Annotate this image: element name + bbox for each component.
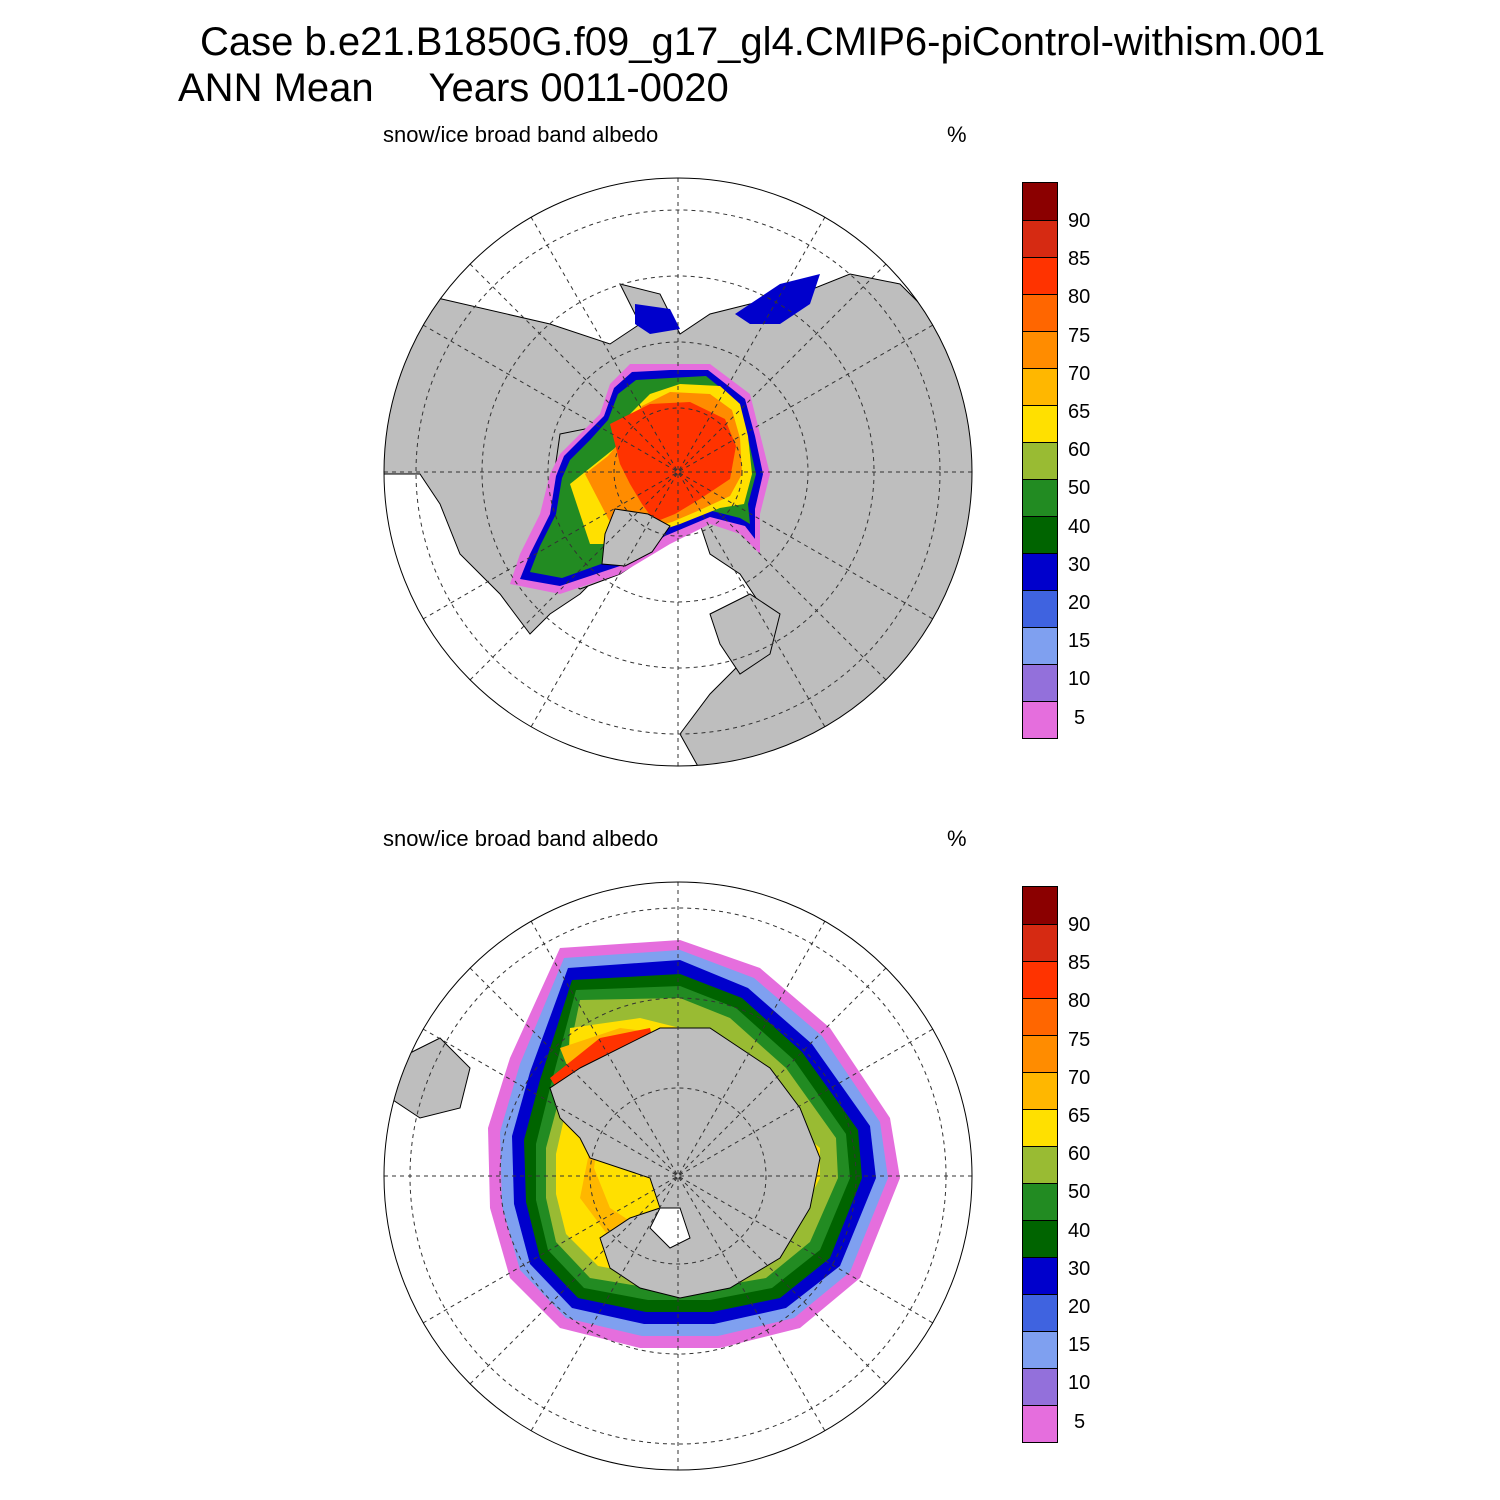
- colorbar-tick-label: 50: [1068, 1181, 1091, 1204]
- colorbar-tick-label: 20: [1068, 592, 1091, 614]
- colorbar-tick-label: 80: [1068, 286, 1091, 309]
- colorbar-tick-label: 60: [1068, 1143, 1091, 1166]
- south-units-label: %: [947, 826, 967, 851]
- south-variable-label: snow/ice broad band albedo: [383, 826, 659, 851]
- colorbar-swatch: [1023, 1368, 1057, 1405]
- colorbar-tick-label: 30: [1068, 1257, 1091, 1280]
- north-ice-band-80: [610, 402, 736, 522]
- colorbar-tick-label: 5: [1074, 706, 1086, 729]
- south-colorbar: [1022, 886, 1058, 1443]
- north-ice-bering: [635, 304, 680, 334]
- colorbar-swatch: [1023, 1220, 1057, 1257]
- colorbar-swatch: [1023, 961, 1057, 998]
- colorbar-swatch: [1023, 701, 1057, 738]
- colorbar-swatch: [1023, 664, 1057, 701]
- colorbar-swatch: [1023, 220, 1057, 257]
- colorbar-tick-label: 10: [1068, 1372, 1091, 1395]
- colorbar-swatch: [1023, 1183, 1057, 1220]
- north-variable-label: snow/ice broad band albedo: [383, 122, 659, 147]
- colorbar-tick-label: 90: [1068, 210, 1091, 232]
- colorbar-tick-label: 40: [1068, 515, 1091, 538]
- colorbar-swatch: [1023, 1035, 1057, 1072]
- colorbar-tick-label: 75: [1068, 1028, 1091, 1051]
- colorbar-swatch: [1023, 479, 1057, 516]
- colorbar-tick-label: 50: [1068, 477, 1091, 500]
- colorbar-swatch: [1023, 553, 1057, 590]
- colorbar-swatch: [1023, 405, 1057, 442]
- colorbar-tick-label: 75: [1068, 324, 1091, 347]
- colorbar-swatch: [1023, 1405, 1057, 1442]
- north-land-scandinavia: [709, 593, 781, 675]
- colorbar-tick-label: 90: [1068, 914, 1091, 936]
- colorbar-tick-label: 70: [1068, 362, 1091, 385]
- north-polar-map: [383, 177, 973, 767]
- colorbar-tick-label: 20: [1068, 1296, 1091, 1318]
- colorbar-swatch: [1023, 257, 1057, 294]
- colorbar-tick-label: 15: [1068, 1334, 1091, 1357]
- colorbar-swatch: [1023, 590, 1057, 627]
- colorbar-swatch: [1023, 368, 1057, 405]
- north-graticule: [384, 178, 972, 766]
- south-polar-map: [383, 881, 973, 1471]
- colorbar-tick-label: 5: [1074, 1410, 1086, 1433]
- colorbar-tick-label: 65: [1068, 1105, 1091, 1127]
- colorbar-tick-label: 10: [1068, 668, 1091, 691]
- colorbar-tick-label: 40: [1068, 1219, 1091, 1242]
- south-land-antarctica: [549, 1027, 821, 1299]
- colorbar-tick-label: 30: [1068, 553, 1091, 576]
- colorbar-swatch: [1023, 1294, 1057, 1331]
- colorbar-swatch: [1023, 1109, 1057, 1146]
- north-colorbar: [1022, 182, 1058, 739]
- colorbar-tick-label: 70: [1068, 1066, 1091, 1089]
- colorbar-swatch: [1023, 1146, 1057, 1183]
- colorbar-swatch: [1023, 1072, 1057, 1109]
- colorbar-tick-label: 60: [1068, 439, 1091, 462]
- colorbar-tick-label: 85: [1068, 248, 1091, 271]
- colorbar-swatch: [1023, 294, 1057, 331]
- colorbar-swatch: [1023, 627, 1057, 664]
- colorbar-tick-label: 80: [1068, 990, 1091, 1013]
- colorbar-swatch: [1023, 442, 1057, 479]
- colorbar-swatch: [1023, 183, 1057, 220]
- colorbar-swatch: [1023, 1257, 1057, 1294]
- south-graticule: [384, 882, 972, 1470]
- north-ice-okhotsk: [735, 274, 820, 324]
- colorbar-swatch: [1023, 887, 1057, 924]
- colorbar-swatch: [1023, 331, 1057, 368]
- south-ice-shelf-white: [649, 1207, 691, 1249]
- north-units-label: %: [947, 122, 967, 147]
- figure-title-line2: ANN Mean Years 0011-0020: [178, 66, 729, 110]
- colorbar-tick-label: 85: [1068, 952, 1091, 975]
- figure-title-line1: Case b.e21.B1850G.f09_g17_gl4.CMIP6-piCo…: [200, 20, 1326, 64]
- colorbar-swatch: [1023, 1331, 1057, 1368]
- colorbar-swatch: [1023, 516, 1057, 553]
- colorbar-swatch: [1023, 998, 1057, 1035]
- colorbar-tick-label: 65: [1068, 401, 1091, 423]
- colorbar-tick-label: 15: [1068, 630, 1091, 653]
- colorbar-swatch: [1023, 924, 1057, 961]
